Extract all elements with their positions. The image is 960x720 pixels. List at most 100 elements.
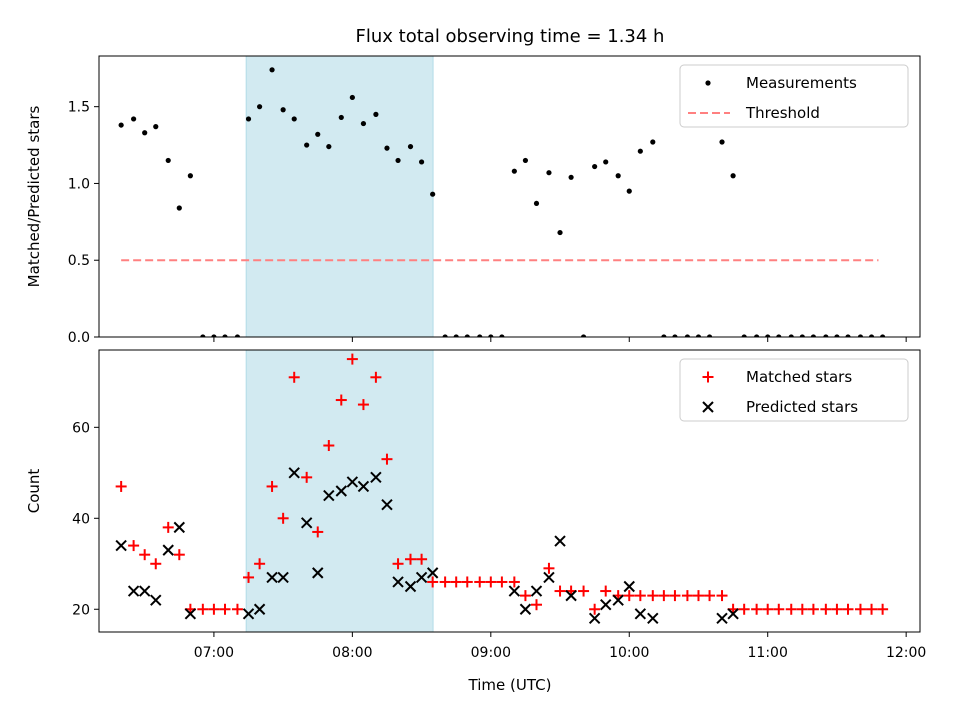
measurements-point [499,334,505,337]
predicted-stars-point [127,585,140,597]
matched-stars-point [634,590,646,602]
matched-stars-point [427,576,439,588]
measurements-point [580,334,587,337]
measurements-point [788,334,794,337]
legend-counts: Matched stars Predicted stars [679,358,909,422]
measurements-point [834,334,840,337]
predicted-stars-point [508,585,521,597]
measurements-point [280,107,286,113]
predicted-stars-point [519,603,532,615]
measurements-point [754,334,760,337]
y-axis-label: Matched/Predicted stars [25,106,43,288]
legend-box [679,358,909,422]
measurements-point [222,334,228,337]
measurements-point [304,142,310,148]
matched-stars-point [623,590,635,602]
measurements-point [477,334,483,337]
y-tick-label: 1.5 [68,100,90,116]
measurements-point [546,170,552,176]
measurements-point [810,334,816,337]
predicted-stars-point [173,521,186,534]
matched-stars-point [530,599,542,611]
measurements-point [533,200,540,207]
matched-stars-point [519,590,531,602]
observing-window-ratio [245,55,434,338]
measurements-point [257,104,263,110]
chart-title: Flux total observing time = 1.34 h [356,26,665,47]
measurements-point [845,334,851,337]
matched-stars-point [266,480,278,492]
predicted-stars-point [323,489,335,502]
matched-stars-point [496,576,508,588]
measurements-point [603,159,609,165]
matched-stars-point [578,585,590,597]
axes-frame-counts [98,349,921,633]
measurements-point [407,143,414,150]
measurements-point [823,334,829,337]
matched-stars-point [162,521,174,533]
predicted-stars-point [612,594,624,606]
x-tick-label: 08:00 [332,645,372,661]
predicted-stars-point [300,517,313,529]
measurements-point [464,334,470,337]
matched-stars-point [392,558,404,570]
measurements-point [338,114,344,121]
matched-stars-point [866,603,878,615]
measurements-point [719,139,725,145]
matched-stars-point [807,603,819,615]
matched-stars-point [370,371,382,383]
predicted-stars-point [634,608,647,620]
matched-stars-point [150,558,162,570]
predicted-stars-point [346,476,359,488]
predicted-stars-point [150,594,162,606]
predicted-stars-point [253,603,266,615]
predicted-stars-point [716,612,728,625]
predicted-stars-point [623,580,635,593]
x-tick-label: 10:00 [609,645,649,661]
measurements-point [442,334,448,337]
matched-stars-point [716,590,728,602]
measurements-point [118,122,124,128]
measurements-point [245,116,252,122]
measurements-point [511,168,517,174]
matched-stars-point [785,603,797,615]
measurements-point [453,334,459,337]
predicted-stars-point [184,608,197,620]
measurements-point [142,130,148,136]
measurements-point [187,173,193,179]
matched-stars-point [554,585,566,597]
measurements-point [291,116,297,122]
matched-stars-point [773,603,785,615]
measurements-point [522,157,529,164]
x-tick-label: 11:00 [748,645,788,661]
matched-stars-point [243,571,255,583]
predicted-stars-point [335,485,347,497]
matched-stars-point [751,603,763,615]
matched-stars-point [600,585,612,597]
measurements-point [684,334,691,337]
matched-stars-point [173,549,185,561]
predicted-stars-point [727,608,739,620]
predicted-stars-point [288,467,300,479]
predicted-stars-point [415,571,428,584]
predicted-stars-point [138,585,151,597]
predicted-stars-point [565,589,577,602]
matched-stars-point [543,562,555,574]
measurements-point [868,334,875,337]
matched-stars-point [669,590,681,602]
y-tick-label: 40 [72,511,90,527]
matched-stars-point [277,512,289,524]
predicted-stars-point [426,567,439,579]
predicted-stars-point [588,612,601,625]
measurements-point [776,334,782,337]
predicted-stars-point [392,576,404,588]
legend-label: Measurements [746,74,857,92]
legend-marker [702,371,714,383]
predicted-stars-point [277,571,289,584]
matched-stars-point [704,590,716,602]
y-tick-label: 0.0 [68,330,90,346]
matched-stars-point [208,603,220,615]
measurements-point [234,334,241,337]
matched-stars-point [346,353,358,365]
